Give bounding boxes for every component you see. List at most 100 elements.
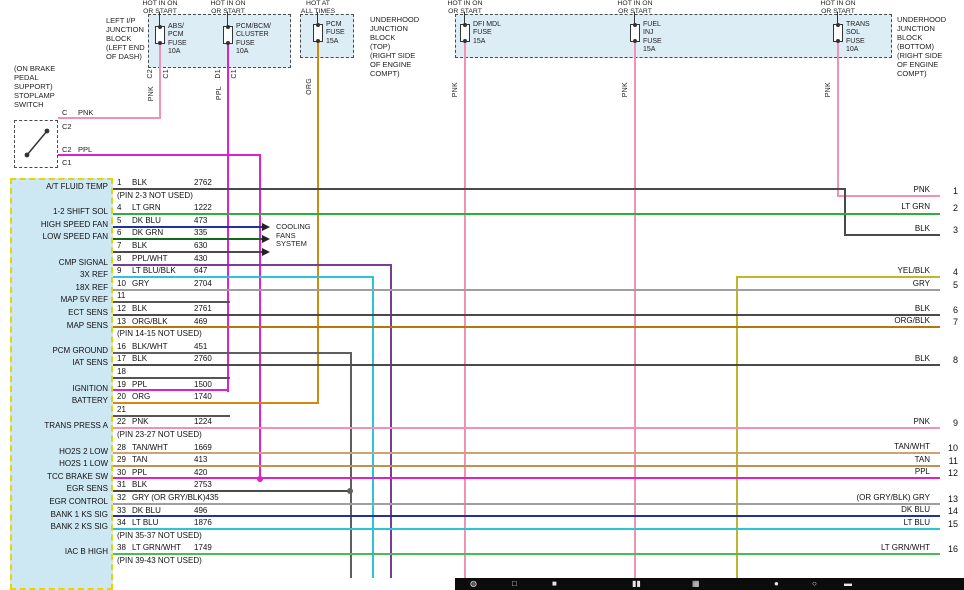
wire-color: BLK [132, 178, 148, 187]
fuse-symbol [155, 26, 165, 44]
pin-number: 18 [117, 367, 126, 376]
pin-number: 13 [117, 316, 126, 326]
wire-pin18-stub [113, 377, 230, 379]
wire-color: LT BLU/BLK [132, 266, 176, 276]
cooling-fan-arrow-1 [262, 223, 270, 231]
pin-number: 12 [117, 304, 126, 313]
pin-number: 33 [117, 505, 126, 515]
underhood-junction-block-bottom-box [455, 14, 892, 58]
stoplamp-switch-box [14, 120, 58, 168]
wire-id-label: PNK [452, 82, 459, 98]
pin-note: (PIN 23-27 NOT USED) [117, 430, 202, 439]
pin-row: 11 [117, 291, 132, 300]
fuse-symbol [460, 24, 470, 42]
circuit-number: 630 [194, 241, 208, 250]
fuse-feed-line [159, 12, 160, 26]
pin-number: 30 [117, 467, 126, 477]
wire-pin13-orgblk [113, 326, 940, 328]
connector-function-label: 3X REF [79, 270, 108, 280]
wire-pin16-blkwht [113, 352, 352, 354]
page-ref-number: 5 [952, 280, 958, 290]
switch-terminal-c: C [62, 108, 68, 117]
pin-number: 19 [117, 379, 126, 389]
taskbar-icon-1[interactable]: ◍ [470, 579, 477, 588]
pin-row: 1 BLK 2762 [117, 178, 212, 187]
fuse-label: PCM FUSE 15A [326, 21, 345, 45]
pin-row: 19 PPL 1500 [117, 380, 212, 389]
connector-function-label: HO2S 2 LOW [59, 446, 108, 456]
pin-row: 6 DK GRN 335 [117, 228, 207, 237]
wire-id-label: PNK [148, 86, 155, 102]
ref-wire-color-label: (OR GRY/BLK) GRY [856, 493, 931, 502]
wire-color: PPL [132, 467, 148, 477]
page-ref-number: 4 [952, 267, 958, 277]
wire-pin4-ltgrn [113, 213, 940, 215]
wire-pin9-ltblublk [113, 276, 374, 278]
pin-note: (PIN 35-37 NOT USED) [117, 530, 202, 540]
taskbar-icon-3[interactable]: ■ [552, 579, 557, 588]
fuse-symbol [833, 24, 843, 42]
wire-color: BLK [132, 241, 148, 250]
stoplamp-switch-label: (ON BRAKE PEDAL SUPPORT) STOPLAMP SWITCH [14, 64, 56, 109]
taskbar-icon-8[interactable]: ▬ [844, 579, 852, 588]
wire-color: GRY (OR GRY/BLK) [132, 493, 206, 502]
pcm-connector-box [10, 178, 113, 590]
switch-wire-color-ppl: PPL [78, 145, 93, 154]
pin-number: 8 [117, 253, 122, 263]
taskbar[interactable] [455, 578, 964, 590]
wire-pin8-pplwht [113, 264, 392, 266]
wire-color: BLK [132, 480, 148, 490]
page-ref-number: 7 [952, 317, 958, 327]
circuit-number: 2704 [194, 278, 212, 288]
taskbar-icon-6[interactable]: ● [774, 579, 779, 588]
pin-row: 7 BLK 630 [117, 241, 207, 250]
wire-pin8-pplwht-drop [390, 264, 392, 578]
fuse-symbol [313, 24, 323, 42]
page-ref-number: 8 [952, 355, 958, 365]
connector-function-label: 18X REF [75, 282, 108, 292]
wire-pin20-org [113, 402, 319, 404]
junction-dot-blk [347, 488, 353, 494]
pin-row: 32 GRY (OR GRY/BLK)435 [117, 493, 219, 502]
cooling-fans-system-label: COOLING FANS SYSTEM [276, 222, 311, 249]
wire-id-label: C1 [231, 69, 238, 79]
circuit-number: 335 [194, 228, 208, 238]
ref-wire-color-label: PNK [913, 417, 930, 426]
wire-color: LT GRN [132, 203, 161, 213]
ref-wire-color-label: BLK [914, 354, 930, 363]
connector-function-label: TCC BRAKE SW [47, 471, 108, 481]
pin-row: 31 BLK 2753 [117, 480, 212, 489]
wire-pin33-dkblu [113, 515, 940, 517]
wire-pin10-gry [113, 289, 940, 291]
wire-color: LT BLU [132, 518, 159, 528]
taskbar-icon-4[interactable]: ▮▮ [632, 579, 641, 588]
connector-function-label: HO2S 1 LOW [59, 459, 108, 469]
taskbar-icon-7[interactable]: ○ [812, 579, 817, 588]
page-ref-number: 10 [947, 443, 958, 453]
ref-wire-color-label: LT BLU [903, 518, 930, 527]
circuit-number: 2753 [194, 480, 212, 490]
connector-function-label: IAC B HIGH [64, 547, 108, 557]
connector-function-label: A/T FLUID TEMP [46, 182, 108, 191]
wire-color: ORG [132, 392, 151, 402]
power-source-label: HOT IN ON OR START [142, 0, 178, 15]
fuse-label: PCM/BCM/ CLUSTER FUSE 10A [236, 23, 271, 56]
circuit-number: 1222 [194, 203, 212, 213]
wire-color: PPL/WHT [132, 253, 168, 263]
wire-ref1-pnk [837, 195, 940, 197]
junction-dot-ppl [257, 476, 263, 482]
left-ip-junction-block-label: LEFT I/P JUNCTION BLOCK (LEFT END OF DAS… [106, 16, 145, 61]
wire-color: BLK/WHT [132, 341, 168, 351]
pin-row: 16 BLK/WHT 451 [117, 342, 207, 351]
pin-row: 4 LT GRN 1222 [117, 203, 212, 212]
fuse-feed-line [227, 12, 228, 26]
wire-id-label: D1 [215, 69, 222, 79]
connector-function-label: IAT SENS [72, 358, 108, 368]
page-ref-number: 3 [952, 225, 958, 235]
taskbar-icon-5[interactable]: ▦ [692, 579, 700, 588]
circuit-number: 413 [194, 455, 208, 465]
taskbar-icon-2[interactable]: □ [512, 579, 517, 588]
wire-color: PNK [132, 417, 149, 427]
pin-note: (PIN 39-43 NOT USED) [117, 556, 202, 565]
